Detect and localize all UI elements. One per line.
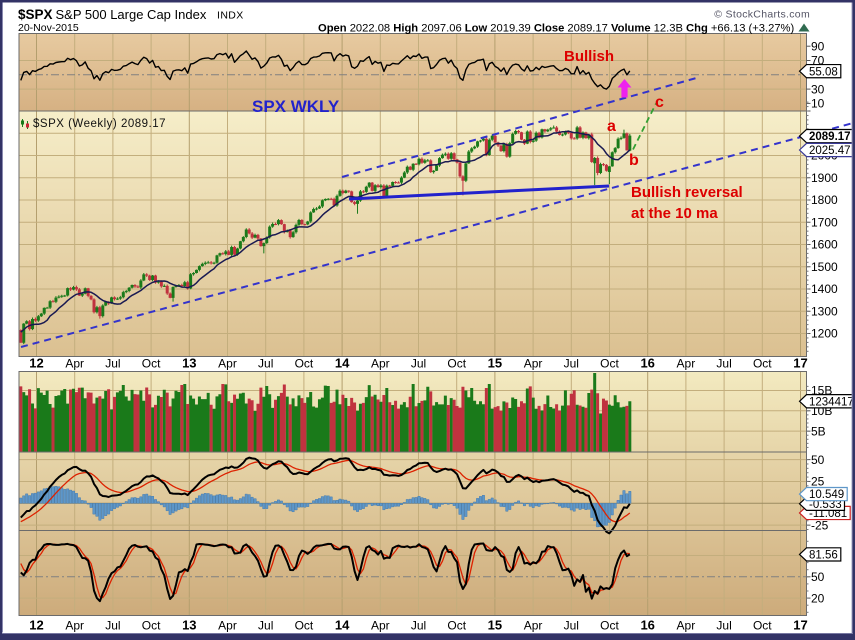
svg-text:Oct: Oct <box>753 357 772 371</box>
svg-text:Oct: Oct <box>753 619 772 633</box>
svg-text:c: c <box>655 94 664 111</box>
svg-text:16: 16 <box>640 356 654 371</box>
svg-text:INDX: INDX <box>217 10 244 22</box>
svg-text:Jul: Jul <box>411 357 426 371</box>
svg-text:Oct: Oct <box>447 619 466 633</box>
svg-text:Bullish reversal: Bullish reversal <box>631 184 743 201</box>
svg-text:12: 12 <box>29 618 43 633</box>
svg-text:1500: 1500 <box>811 260 838 274</box>
svg-text:5B: 5B <box>811 424 826 438</box>
svg-text:b: b <box>629 152 639 169</box>
svg-text:2025.47: 2025.47 <box>809 145 851 157</box>
svg-text:Jul: Jul <box>105 619 120 633</box>
svg-text:50: 50 <box>811 453 825 467</box>
svg-text:Jul: Jul <box>716 619 731 633</box>
svg-text:Oct: Oct <box>295 357 314 371</box>
svg-text:50: 50 <box>811 570 825 584</box>
svg-text:Oct: Oct <box>295 619 314 633</box>
svg-text:Apr: Apr <box>524 357 543 371</box>
svg-text:Bullish: Bullish <box>564 48 614 65</box>
svg-text:Jul: Jul <box>258 619 273 633</box>
svg-text:17: 17 <box>793 618 807 633</box>
svg-text:Jul: Jul <box>564 619 579 633</box>
svg-text:1700: 1700 <box>811 215 838 229</box>
svg-text:Jul: Jul <box>716 357 731 371</box>
svg-text:15: 15 <box>488 618 502 633</box>
svg-text:Jul: Jul <box>411 619 426 633</box>
svg-text:Apr: Apr <box>218 357 237 371</box>
svg-text:90: 90 <box>811 39 825 53</box>
svg-text:1200: 1200 <box>811 327 838 341</box>
svg-text:-0.533: -0.533 <box>809 499 842 511</box>
svg-text:10: 10 <box>811 97 825 111</box>
svg-text:55.08: 55.08 <box>809 66 838 78</box>
svg-text:25: 25 <box>811 475 825 489</box>
svg-text:SPX WKLY: SPX WKLY <box>252 97 340 116</box>
svg-text:-11.081: -11.081 <box>809 508 847 520</box>
svg-text:Apr: Apr <box>524 619 543 633</box>
svg-text:1800: 1800 <box>811 193 838 207</box>
svg-text:10.549: 10.549 <box>809 489 844 501</box>
svg-text:$SPX: $SPX <box>18 7 53 22</box>
svg-text:1234417: 1234417 <box>809 396 854 408</box>
svg-text:1400: 1400 <box>811 282 838 296</box>
svg-text:13: 13 <box>182 618 196 633</box>
svg-text:Jul: Jul <box>564 357 579 371</box>
svg-text:14: 14 <box>335 356 350 371</box>
svg-text:30: 30 <box>811 82 825 96</box>
svg-text:20-Nov-2015: 20-Nov-2015 <box>18 22 79 34</box>
svg-text:15: 15 <box>488 356 502 371</box>
svg-text:1900: 1900 <box>811 171 838 185</box>
svg-text:13: 13 <box>182 356 196 371</box>
svg-text:a: a <box>607 118 616 135</box>
svg-text:Apr: Apr <box>371 619 390 633</box>
svg-text:17: 17 <box>793 356 807 371</box>
svg-text:12: 12 <box>29 356 43 371</box>
svg-text:Apr: Apr <box>65 619 84 633</box>
svg-text:Oct: Oct <box>142 619 161 633</box>
svg-text:1300: 1300 <box>811 304 838 318</box>
svg-text:16: 16 <box>640 618 654 633</box>
svg-text:Open 2022.08 High 2097.06 Low: Open 2022.08 High 2097.06 Low 2019.39 Cl… <box>318 23 795 35</box>
svg-text:Jul: Jul <box>258 357 273 371</box>
svg-text:Apr: Apr <box>371 357 390 371</box>
svg-text:2089.17: 2089.17 <box>809 131 851 143</box>
svg-text:Apr: Apr <box>218 619 237 633</box>
svg-text:S&P 500 Large Cap Index: S&P 500 Large Cap Index <box>56 7 207 22</box>
svg-text:Oct: Oct <box>600 357 619 371</box>
svg-text:$SPX (Weekly) 2089.17: $SPX (Weekly) 2089.17 <box>33 118 166 130</box>
svg-text:14: 14 <box>335 618 350 633</box>
svg-text:Oct: Oct <box>600 619 619 633</box>
svg-text:Apr: Apr <box>65 357 84 371</box>
svg-text:20: 20 <box>811 591 825 605</box>
svg-text:1600: 1600 <box>811 238 838 252</box>
svg-text:Jul: Jul <box>105 357 120 371</box>
svg-text:Oct: Oct <box>142 357 161 371</box>
svg-text:Apr: Apr <box>677 619 696 633</box>
svg-text:Apr: Apr <box>677 357 696 371</box>
svg-text:at the 10 ma: at the 10 ma <box>631 205 718 222</box>
svg-text:-25: -25 <box>811 518 829 532</box>
svg-text:© StockCharts.com: © StockCharts.com <box>714 9 810 21</box>
svg-text:Oct: Oct <box>447 357 466 371</box>
svg-text:81.56: 81.56 <box>809 549 838 561</box>
